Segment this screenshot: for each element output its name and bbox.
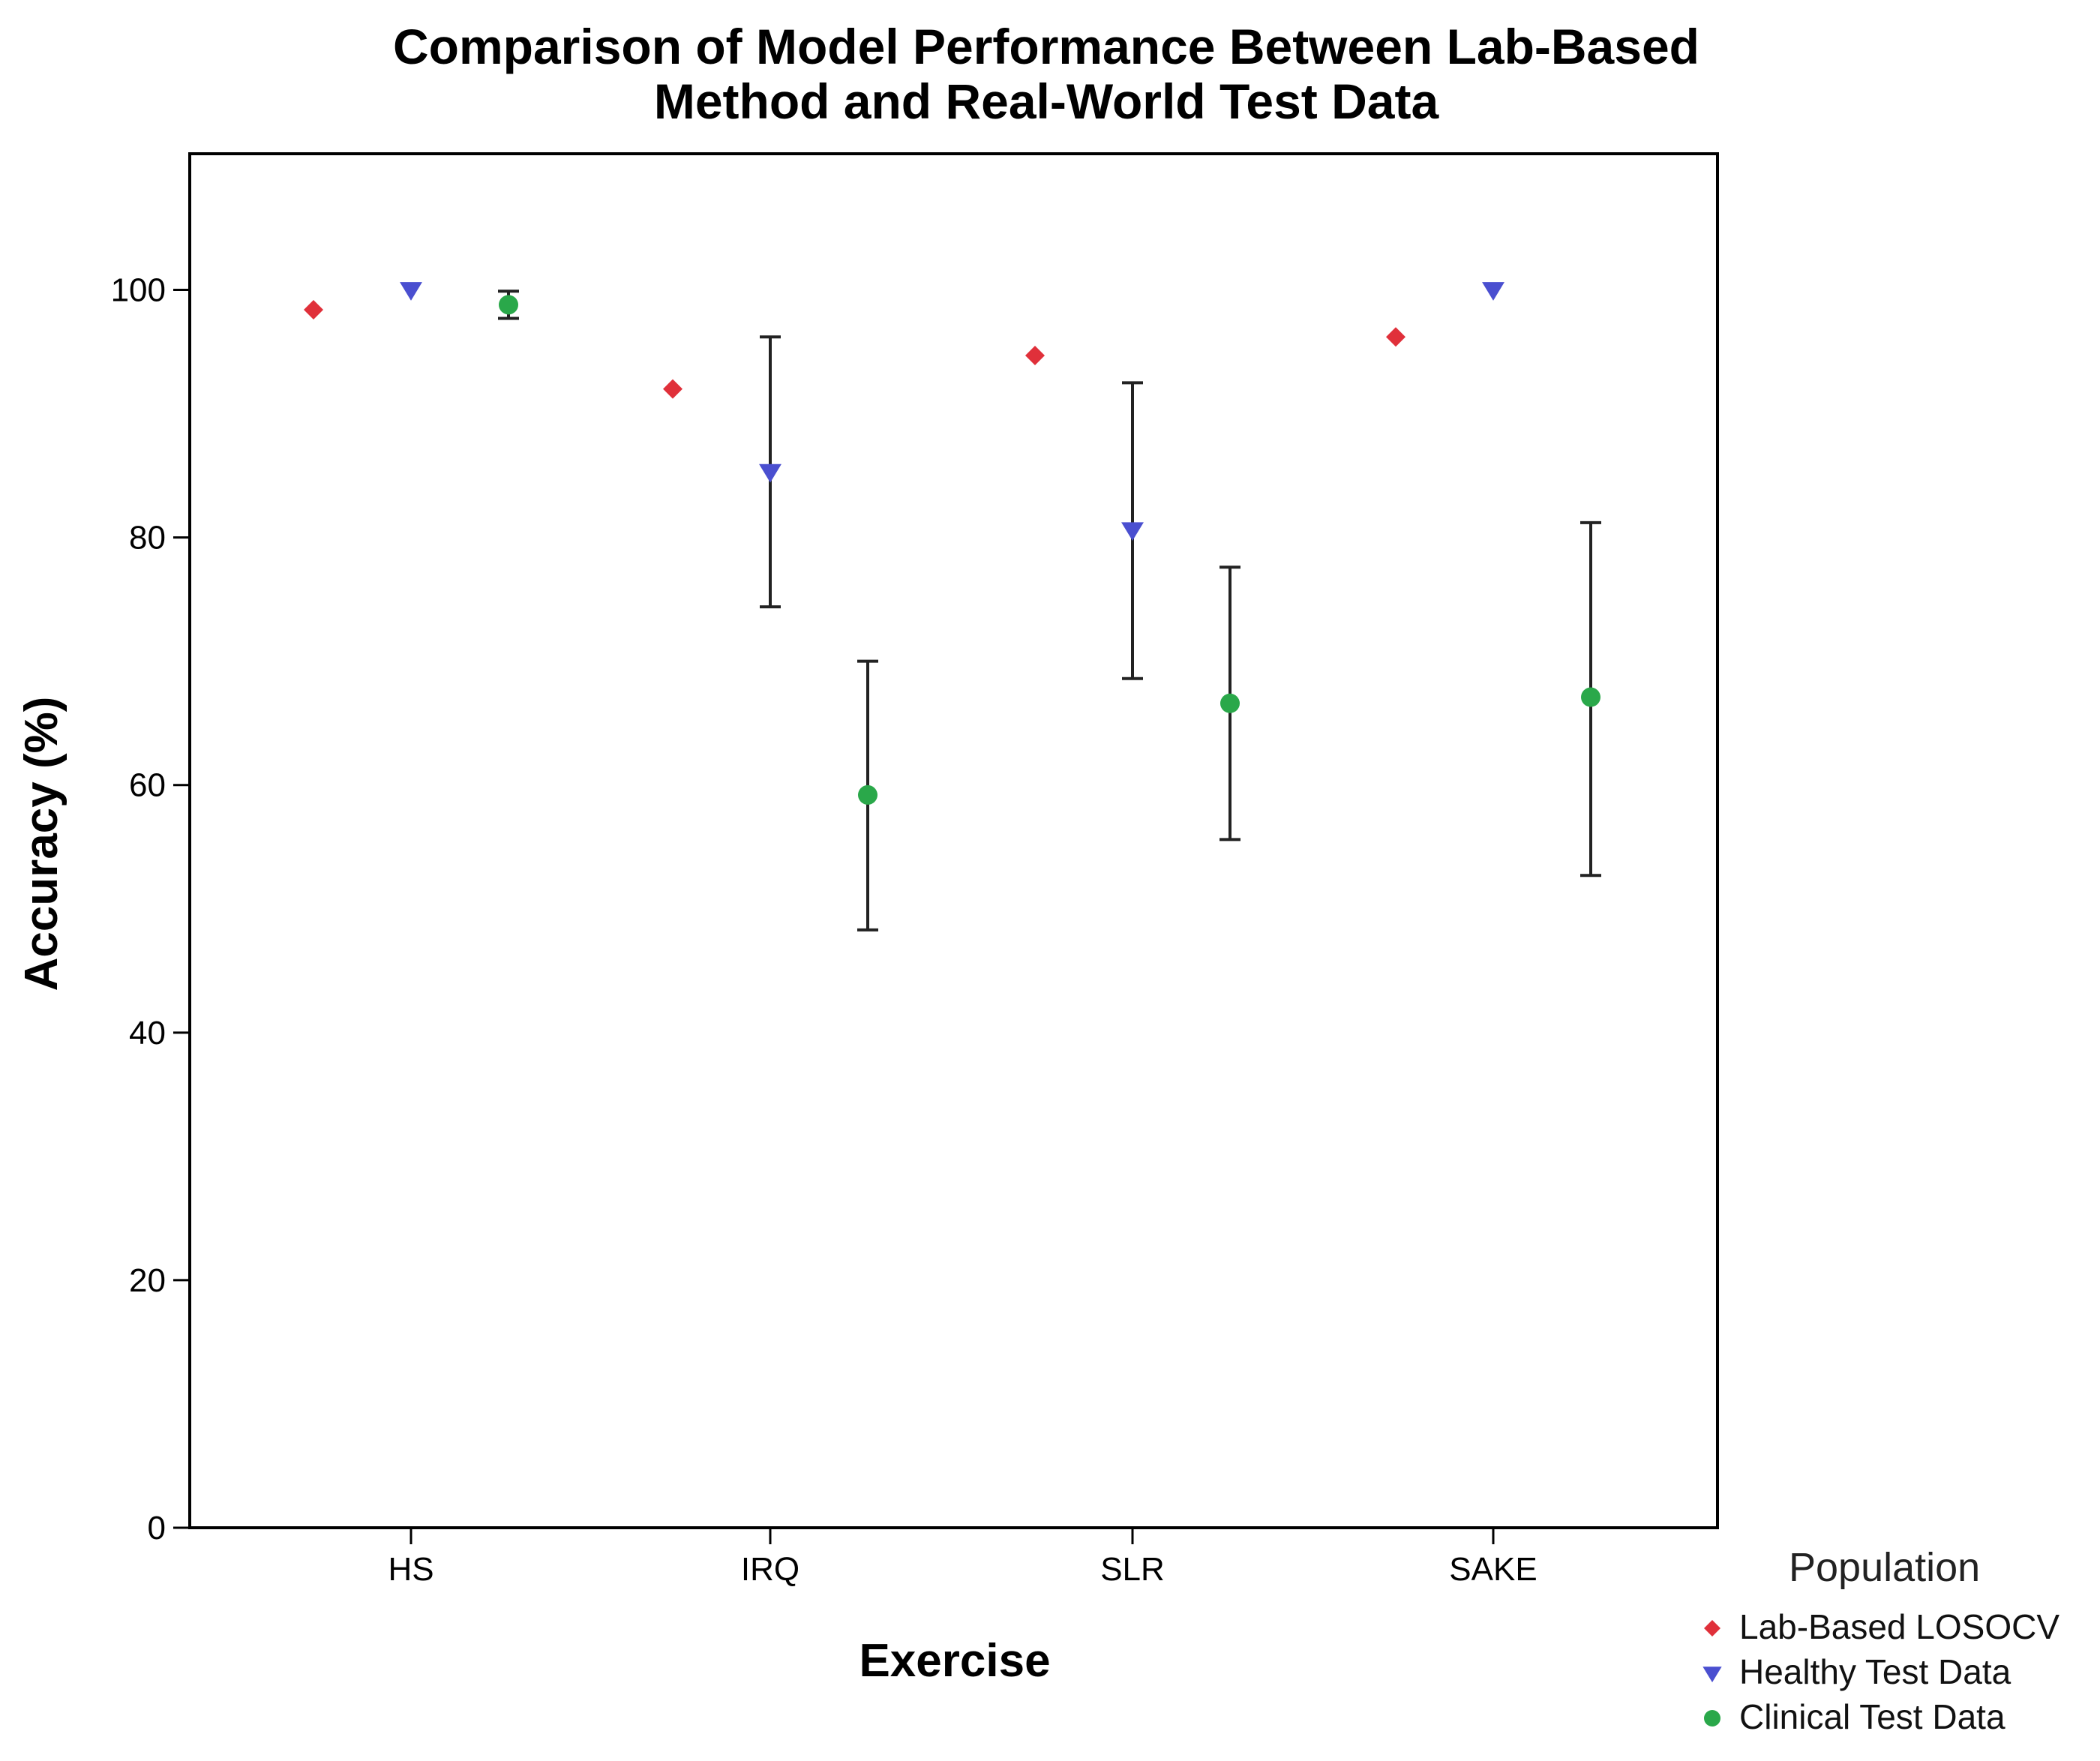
legend: Population Lab-Based LOSOCV Healthy Test … [1702, 1545, 2060, 1736]
y-tick-label: 80 [129, 520, 166, 556]
x-tick-label: SAKE [1449, 1551, 1537, 1588]
data-point [1220, 693, 1240, 713]
legend-label: Healthy Test Data [1739, 1652, 2012, 1691]
legend-label: Clinical Test Data [1739, 1697, 2006, 1736]
legend-title: Population [1789, 1545, 1980, 1590]
data-point [1581, 687, 1600, 707]
y-tick-label: 60 [129, 767, 166, 804]
y-tick-label: 20 [129, 1262, 166, 1299]
legend-item: Lab-Based LOSOCV [1704, 1607, 2060, 1646]
data-point [400, 282, 422, 301]
y-tick-label: 100 [111, 272, 166, 309]
data-point [858, 784, 878, 805]
data-point [1121, 522, 1144, 542]
x-tick-label: IRQ [741, 1551, 800, 1588]
series-1 [400, 282, 1504, 680]
legend-marker [1704, 1620, 1720, 1636]
y-axis-title: Accuracy (%) [16, 697, 68, 992]
chart-title-line1: Comparison of Model Performance Between … [393, 19, 1700, 74]
y-tick-label: 40 [129, 1015, 166, 1052]
x-axis: HS IRQ SLR SAKE [388, 1528, 1538, 1588]
x-tick-label: SLR [1100, 1551, 1165, 1588]
plot-frame [188, 152, 1719, 1529]
data-marks [304, 282, 1601, 932]
y-axis: 0 20 40 60 80 100 [111, 272, 190, 1546]
legend-item: Clinical Test Data [1704, 1697, 2006, 1736]
legend-item: Healthy Test Data [1702, 1652, 2012, 1691]
data-point [304, 299, 323, 320]
data-point [1386, 327, 1406, 347]
legend-marker [1704, 1710, 1720, 1726]
data-point [663, 379, 682, 399]
chart-title-line2: Method and Real-World Test Data [654, 74, 1440, 129]
x-axis-title: Exercise [859, 1635, 1050, 1687]
series-2 [498, 290, 1601, 932]
data-point [499, 295, 518, 315]
data-point [759, 464, 782, 483]
legend-marker [1702, 1666, 1722, 1683]
legend-label: Lab-Based LOSOCV [1739, 1607, 2060, 1646]
data-point [1025, 346, 1045, 366]
y-tick-label: 0 [148, 1510, 166, 1546]
x-tick-label: HS [388, 1551, 434, 1588]
series-0 [304, 299, 1406, 399]
data-point [1482, 282, 1504, 301]
